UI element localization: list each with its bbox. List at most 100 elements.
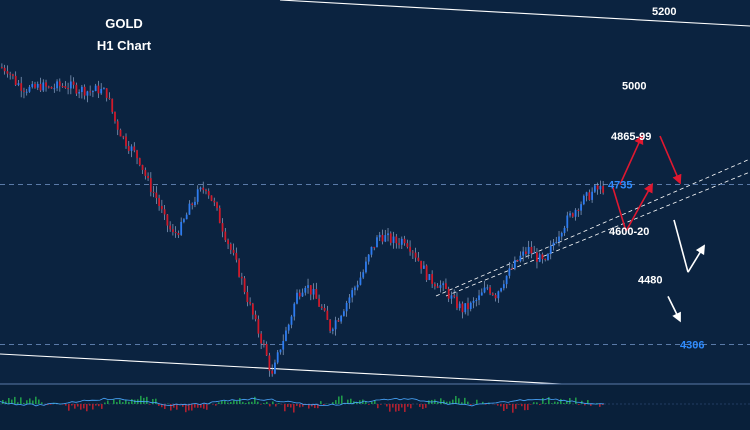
- candle-body: [75, 84, 78, 94]
- candle-body: [417, 257, 420, 261]
- candle-body: [268, 355, 271, 371]
- oscillator-bar: [233, 400, 235, 404]
- oscillator-bar: [50, 404, 52, 405]
- oscillator-bar: [239, 398, 241, 404]
- candle-body: [445, 283, 447, 289]
- candle-body: [469, 302, 472, 310]
- candle-body: [329, 319, 332, 331]
- oscillator-bar: [14, 396, 16, 404]
- oscillator-bar: [320, 401, 322, 404]
- candle-body: [367, 254, 370, 262]
- candle-body: [431, 274, 434, 284]
- oscillator-bar: [500, 404, 502, 407]
- candle-body: [378, 234, 381, 238]
- candle-body: [6, 71, 9, 74]
- oscillator-bar: [476, 399, 478, 404]
- candle-body: [580, 204, 582, 211]
- oscillator-bar: [194, 404, 196, 408]
- candle-body: [263, 343, 265, 345]
- oscillator-bar: [101, 404, 103, 409]
- candle-body: [508, 268, 511, 276]
- candle-body: [588, 192, 591, 200]
- candle-body: [53, 88, 56, 90]
- candle-body: [287, 324, 290, 331]
- candle-body: [359, 277, 362, 285]
- oscillator-bar: [365, 401, 367, 404]
- oscillator-bar: [251, 401, 253, 404]
- oscillator-bar: [341, 395, 343, 404]
- candle-body: [56, 81, 58, 89]
- candle-body: [141, 164, 144, 170]
- oscillator-bar: [188, 404, 190, 411]
- level-label-5000: 5000: [622, 81, 646, 93]
- oscillator-bar: [575, 397, 577, 404]
- candle-body: [180, 221, 183, 235]
- candle-body: [260, 333, 263, 344]
- trendlines: [0, 0, 750, 386]
- oscillator-bar: [26, 400, 28, 404]
- oscillator-bar: [548, 397, 550, 404]
- candle-body: [188, 203, 191, 215]
- candle-body: [365, 261, 367, 273]
- level-label-4735: 4735: [608, 180, 632, 192]
- oscillator-bar: [215, 404, 217, 406]
- oscillator-bar: [545, 403, 547, 404]
- candle-body: [103, 88, 105, 90]
- oscillator-bar: [590, 404, 592, 406]
- candle-body: [119, 129, 122, 137]
- candle-body: [461, 303, 464, 313]
- oscillator-bar: [35, 396, 37, 404]
- oscillator-bar: [386, 404, 388, 407]
- candle-body: [257, 319, 260, 334]
- candle-body: [86, 91, 89, 96]
- candle-body: [194, 201, 196, 206]
- candle-body: [307, 285, 309, 288]
- candle-body: [566, 215, 569, 228]
- candle-body: [472, 300, 475, 303]
- oscillator-bar: [527, 404, 529, 410]
- candle-body: [596, 185, 599, 190]
- oscillator-bar: [119, 399, 121, 404]
- oscillator-bar: [263, 403, 265, 404]
- candle-body: [61, 86, 64, 88]
- candle-body: [376, 237, 378, 248]
- candle-body: [97, 85, 100, 94]
- candle-body: [422, 265, 425, 269]
- candle-body: [486, 287, 489, 289]
- candle-body: [354, 287, 356, 291]
- oscillator-bar: [116, 402, 118, 404]
- upper-channel-line: [279, 0, 750, 27]
- level-labels: 5200 5000 4865-99 4735 4600-20 4480 4306: [608, 6, 704, 351]
- candle-body: [312, 288, 315, 295]
- oscillator-bar: [47, 404, 49, 406]
- candle-body: [552, 242, 555, 246]
- candle-body: [340, 315, 343, 322]
- oscillator-bar: [353, 401, 355, 404]
- chart-title: GOLD H1 Chart: [97, 16, 152, 53]
- candle-body: [593, 185, 596, 192]
- candle-body: [450, 295, 453, 299]
- oscillator-bar: [485, 404, 487, 405]
- oscillator-bar: [266, 401, 268, 404]
- candle-body: [249, 302, 252, 304]
- candle-body: [480, 292, 483, 296]
- candle-body: [130, 146, 133, 151]
- candle-body: [337, 320, 340, 322]
- candle-body: [149, 178, 152, 192]
- oscillator-bar: [173, 404, 175, 408]
- candle-body: [39, 83, 42, 91]
- candle-body: [9, 73, 12, 75]
- oscillator-bar: [518, 404, 520, 405]
- candle-body: [334, 320, 337, 330]
- candle-body: [89, 91, 92, 93]
- candle-body: [392, 236, 395, 243]
- rising-support-line-1: [435, 158, 750, 297]
- candle-body: [478, 295, 480, 301]
- candle-body: [69, 81, 72, 89]
- candle-body: [544, 259, 547, 261]
- oscillator-bar: [578, 404, 580, 405]
- oscillator-bar: [512, 404, 514, 413]
- candle-body: [251, 303, 254, 315]
- oscillator-bar: [134, 399, 136, 404]
- candle-body: [301, 292, 304, 297]
